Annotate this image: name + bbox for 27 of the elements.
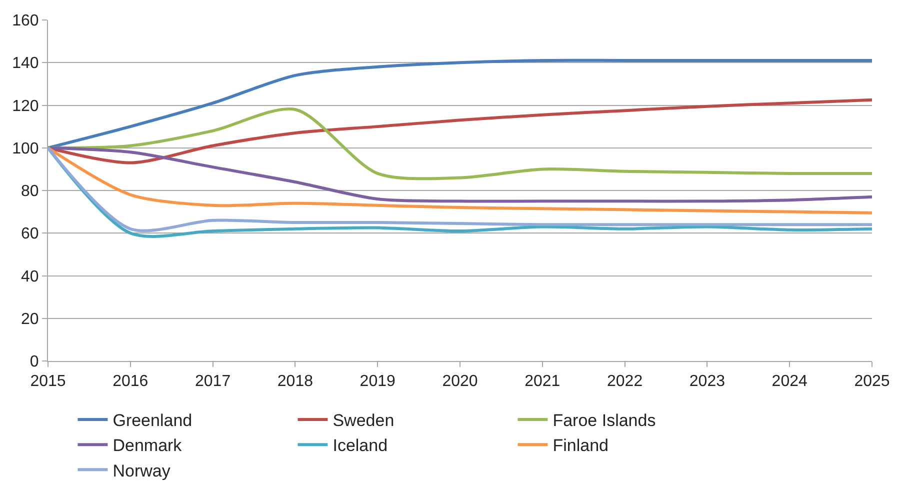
legend-label: Norway [112,461,171,480]
legend-label: Finland [552,436,608,456]
x-tick-label: 2016 [112,373,148,390]
y-tick-label: 80 [21,183,39,200]
y-tick-label: 160 [12,12,39,30]
x-tick-label: 2020 [442,373,478,390]
x-tick-label: 2021 [524,373,560,390]
x-tick-label: 2019 [360,373,396,390]
legend-label: Denmark [112,436,182,456]
y-tick-label: 100 [12,140,39,158]
y-tick-label: 120 [12,98,39,115]
x-tick-label: 2024 [772,373,808,390]
x-tick-label: 2018 [277,373,314,390]
y-tick-label: 0 [30,354,39,371]
x-tick-label: 2022 [607,373,643,390]
x-tick-label: 2015 [30,373,66,390]
y-tick-label: 40 [21,268,39,286]
y-tick-label: 140 [12,55,39,72]
y-tick-label: 60 [21,226,39,243]
x-tick-label: 2023 [689,373,726,390]
legend-label: Faroe Islands [552,411,656,430]
legend-label: Sweden [332,411,394,430]
x-tick-label: 2025 [854,373,890,390]
legend-label: Iceland [332,436,388,456]
legend-label: Greenland [112,411,192,430]
x-tick-label: 2017 [195,373,231,390]
y-tick-label: 20 [21,310,39,328]
